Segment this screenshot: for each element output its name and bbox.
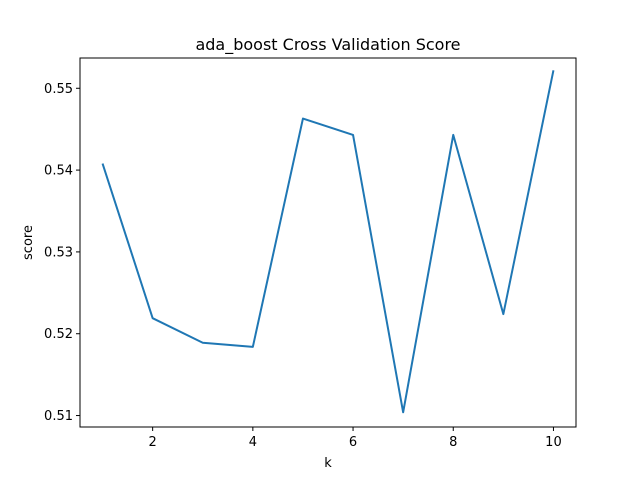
- y-tick-label: 0.52: [44, 327, 73, 342]
- y-tick-label: 0.55: [44, 82, 73, 97]
- y-tick-label: 0.51: [44, 409, 73, 424]
- x-tick-label: 10: [545, 435, 562, 450]
- chart-title: ada_boost Cross Validation Score: [195, 35, 460, 55]
- x-tick-label: 8: [449, 435, 457, 450]
- series-line: [101, 70, 555, 414]
- x-tick-label: 6: [349, 435, 357, 450]
- y-tick-label: 0.53: [44, 245, 73, 260]
- x-axis-label: k: [324, 456, 332, 471]
- y-axis-label: score: [21, 225, 36, 260]
- x-axis-ticks: 2 4 6 8 10: [149, 427, 562, 450]
- y-tick-label: 0.54: [44, 164, 73, 179]
- x-tick-label: 4: [249, 435, 257, 450]
- series-layer: [101, 70, 555, 414]
- x-tick-label: 2: [149, 435, 157, 450]
- plot-area-frame: [79, 57, 577, 428]
- y-axis-ticks: 0.51 0.52 0.53 0.54 0.55: [44, 82, 80, 424]
